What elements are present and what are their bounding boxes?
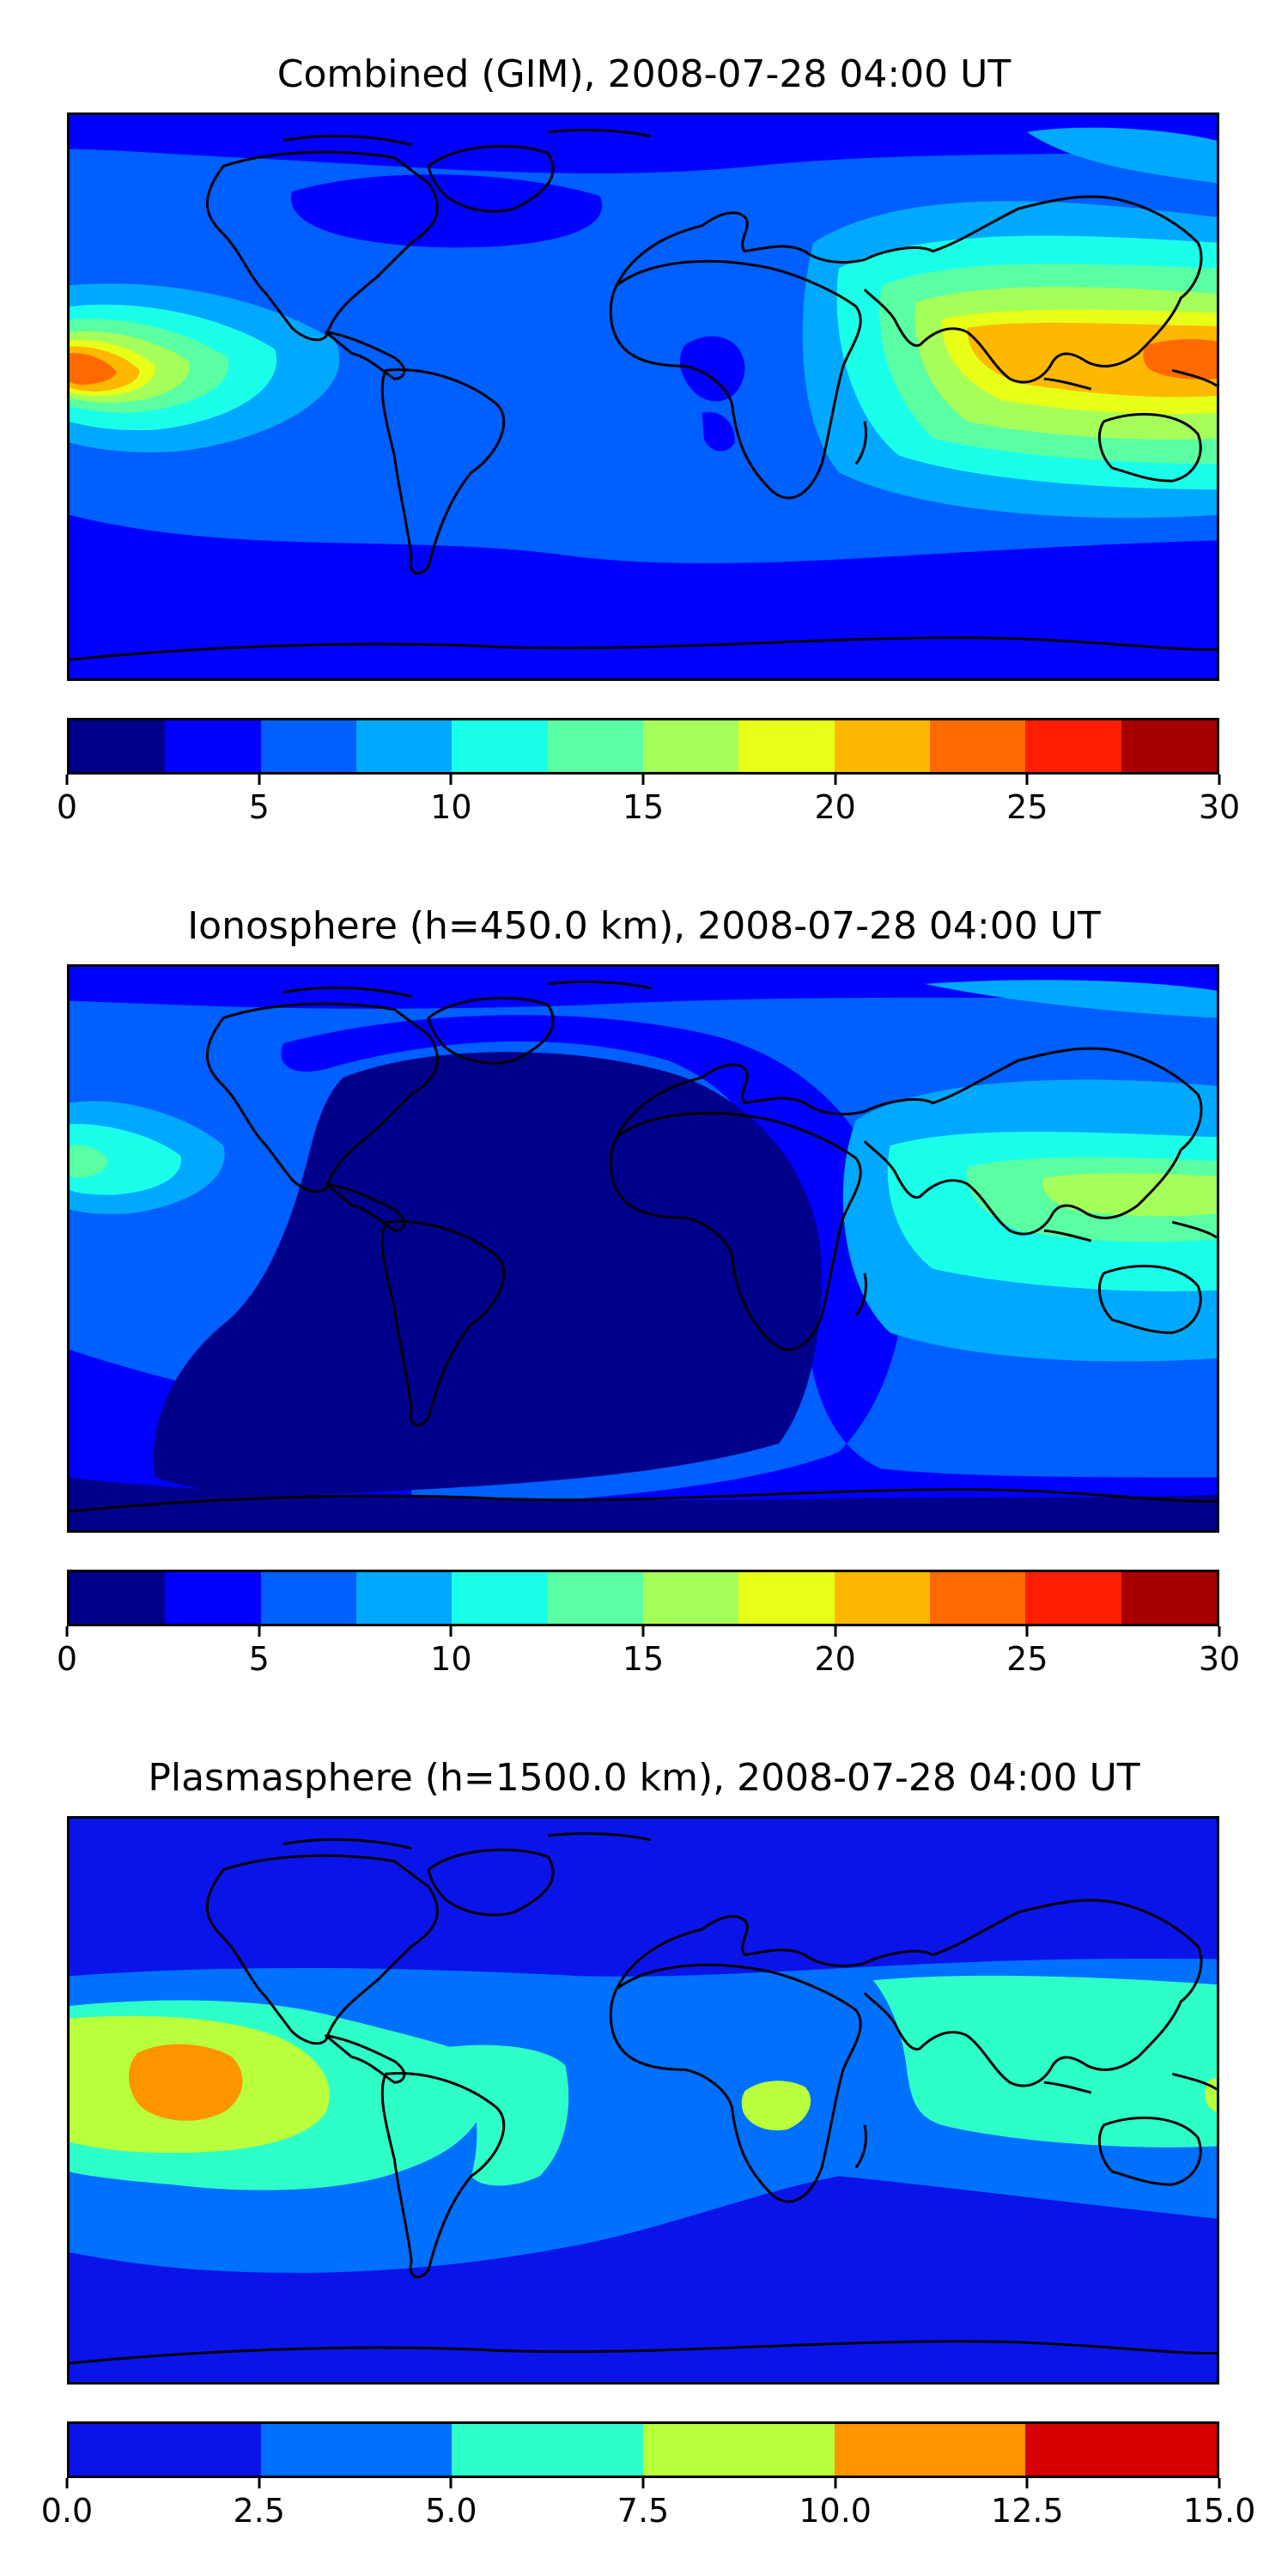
colorbar-tick-label: 10 <box>430 788 472 826</box>
colorbar-segment <box>929 1572 1026 1624</box>
map-plasmasphere <box>67 1816 1219 2385</box>
colorbar-tick-label: 0.0 <box>40 2492 94 2530</box>
colorbar-tick-label: 10 <box>430 1640 472 1678</box>
colorbar-segment <box>1121 1572 1217 1624</box>
colorbar-segment <box>1025 720 1121 772</box>
colorbar-tick-label: 15.0 <box>1182 2492 1256 2530</box>
colorbar-segment <box>260 2424 453 2476</box>
colorbar-segment <box>452 2424 644 2476</box>
colorbar-tick-label: 30 <box>1198 788 1241 826</box>
colorbar-segment <box>1121 720 1217 772</box>
colorbar-segment <box>165 720 261 772</box>
colorbar-segment <box>165 1572 261 1624</box>
colorbar-segment <box>260 1572 356 1624</box>
colorbar-segment <box>70 2424 261 2476</box>
colorbar-tick-label: 10.0 <box>799 2492 872 2530</box>
colorbar-tick-label: 12.5 <box>991 2492 1064 2530</box>
colorbar-ionosphere <box>67 1570 1219 1626</box>
colorbar-segment <box>452 1572 548 1624</box>
colorbar-segment <box>642 1572 739 1624</box>
colorbar-tick-label: 30 <box>1198 1640 1241 1678</box>
colorbar-segment <box>834 720 930 772</box>
colorbar-segment <box>70 1572 166 1624</box>
colorbar-segment <box>834 1572 930 1624</box>
colorbar-tick-label: 15 <box>622 1640 665 1678</box>
colorbar-segment <box>452 720 548 772</box>
colorbar-combined <box>67 718 1219 775</box>
colorbar-segment <box>738 720 835 772</box>
map-combined <box>67 112 1219 681</box>
tec-contour-map-plasmasphere <box>70 1819 1217 2382</box>
colorbar-tick-label: 0 <box>56 1640 78 1678</box>
colorbar-segment <box>260 720 356 772</box>
colorbar-tick-label: 7.5 <box>617 2492 670 2530</box>
panel-title-plasmasphere: Plasmasphere (h=1500.0 km), 2008-07-28 0… <box>148 1756 1140 1800</box>
colorbar-tick-label: 20 <box>814 788 856 826</box>
tec-contour-map-combined <box>70 115 1217 678</box>
colorbar-tick-label: 0 <box>56 788 78 826</box>
tec-contour-map-ionosphere <box>70 967 1217 1530</box>
colorbar-segment <box>1025 2424 1218 2476</box>
colorbar-segment <box>929 720 1026 772</box>
colorbar-segment <box>738 1572 835 1624</box>
colorbar-segment <box>547 720 643 772</box>
colorbar-tick-label: 25 <box>1006 1640 1048 1678</box>
colorbar-segment <box>355 720 453 772</box>
colorbar-ticks-ionosphere: 0 5 10 15 20 25 30 <box>57 1626 1240 1678</box>
colorbar-tick-label: 5.0 <box>425 2492 477 2530</box>
colorbar-ticks-plasmasphere: 0.0 2.5 5.0 7.5 10.0 12.5 15.0 <box>41 2478 1255 2530</box>
colorbar-segment <box>1025 1572 1121 1624</box>
colorbar-plasmasphere <box>67 2421 1219 2478</box>
colorbar-tick-label: 5 <box>248 788 270 826</box>
colorbar-segment <box>642 720 739 772</box>
panel-title-combined: Combined (GIM), 2008-07-28 04:00 UT <box>276 52 1012 96</box>
colorbar-ticks-combined: 0 5 10 15 20 25 30 <box>57 775 1240 826</box>
colorbar-tick-label: 15 <box>622 788 665 826</box>
colorbar-segment <box>643 2424 835 2476</box>
panel-title-ionosphere: Ionosphere (h=450.0 km), 2008-07-28 04:0… <box>187 904 1101 948</box>
colorbar-segment <box>547 1572 643 1624</box>
colorbar-segment <box>355 1572 453 1624</box>
colorbar-tick-label: 25 <box>1006 788 1048 826</box>
map-ionosphere <box>67 964 1219 1533</box>
colorbar-segment <box>70 720 166 772</box>
colorbar-tick-label: 2.5 <box>233 2492 285 2530</box>
colorbar-tick-label: 5 <box>248 1640 270 1678</box>
colorbar-tick-label: 20 <box>814 1640 856 1678</box>
colorbar-segment <box>834 2424 1026 2476</box>
